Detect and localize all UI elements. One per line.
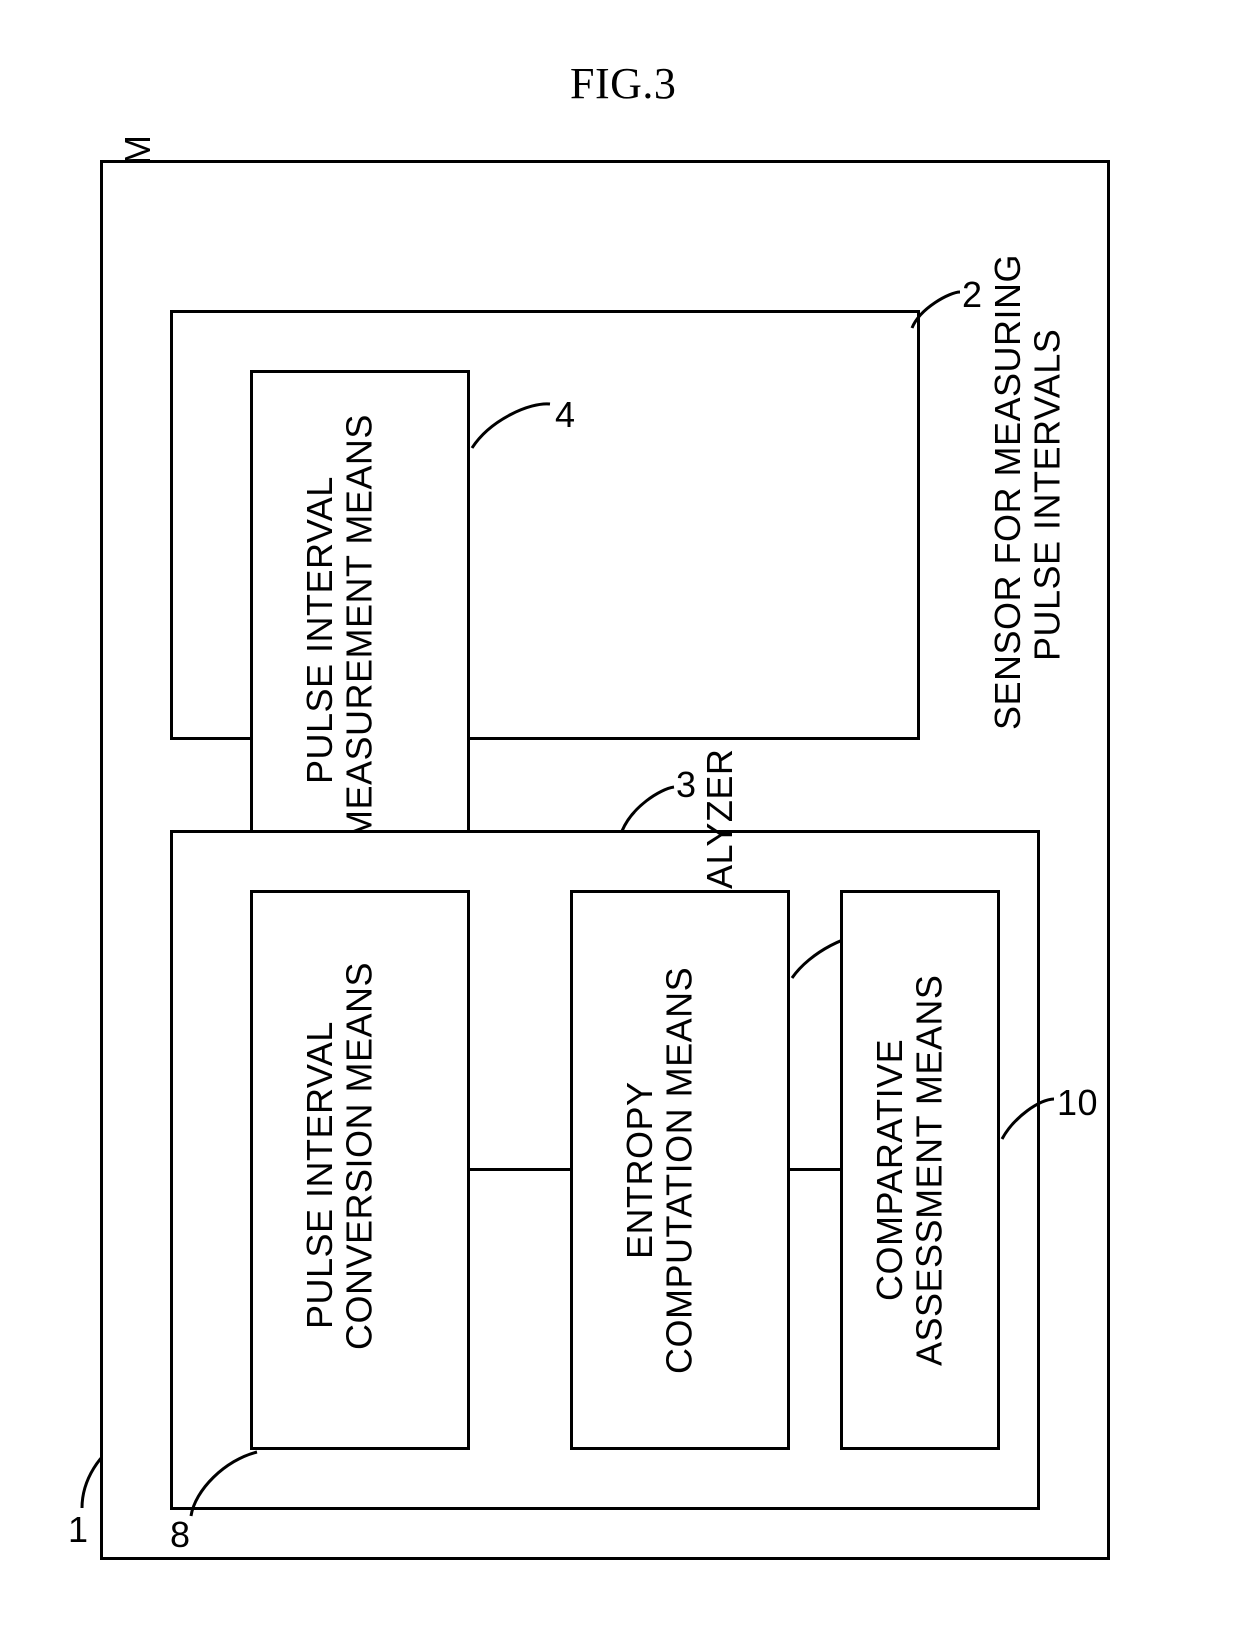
- ref-system: 1: [68, 1510, 89, 1550]
- box10-label: COMPARATIVE ASSESSMENT MEANS: [870, 960, 949, 1380]
- sensor-label: SENSOR FOR MEASURING PULSE INTERVALS: [988, 260, 1067, 730]
- leader-analyzer: [620, 785, 680, 835]
- box4-label: PULSE INTERVAL MEASUREMENT MEANS: [300, 420, 379, 840]
- connector-8-9: [470, 1168, 570, 1171]
- leader-sensor: [910, 290, 970, 335]
- box8-label: PULSE INTERVAL CONVERSION MEANS: [300, 1000, 379, 1350]
- connector-9-10: [790, 1168, 840, 1171]
- leader-box4: [470, 400, 555, 455]
- leader-box10: [1000, 1095, 1060, 1145]
- leader-box8: [185, 1450, 265, 1520]
- box9-label: ENTROPY COMPUTATION MEANS: [620, 960, 699, 1380]
- ref-box10: 10: [1057, 1083, 1098, 1123]
- figure-title: FIG.3: [570, 60, 676, 108]
- diagram-canvas: FIG.3 1 ATRIAL FIBRILLATION DETECTION SY…: [0, 0, 1240, 1636]
- ref-box8: 8: [170, 1515, 191, 1555]
- ref-box4: 4: [555, 395, 576, 435]
